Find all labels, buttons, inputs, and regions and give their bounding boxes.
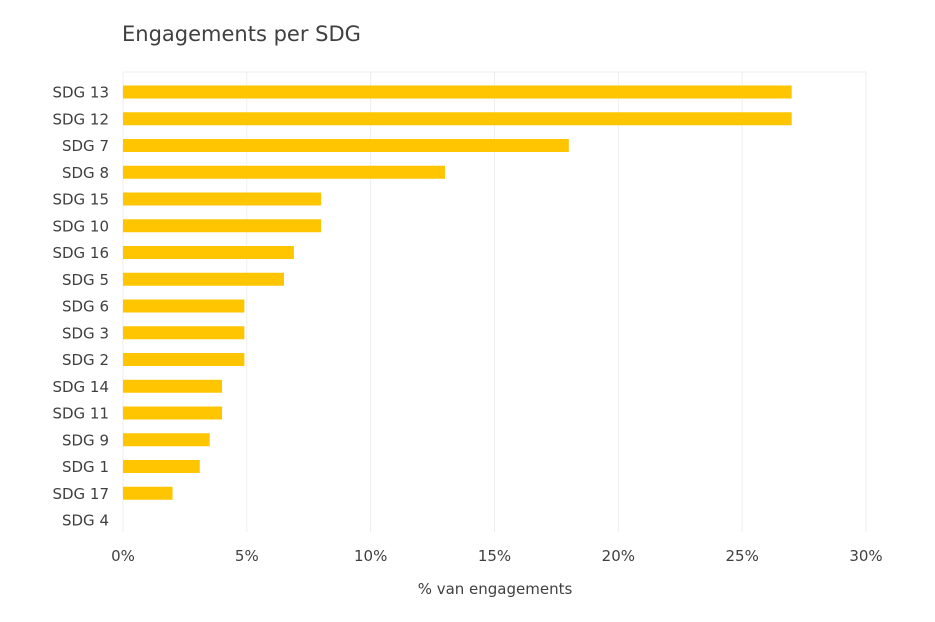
y-tick-label: SDG 9 bbox=[62, 431, 109, 449]
bar bbox=[123, 460, 200, 473]
chart-title: Engagements per SDG bbox=[122, 22, 361, 46]
bar bbox=[123, 406, 223, 420]
bar bbox=[123, 139, 569, 152]
y-tick-label: SDG 7 bbox=[62, 137, 109, 155]
bar bbox=[123, 112, 792, 126]
x-tick-label: 25% bbox=[725, 547, 758, 565]
bar bbox=[123, 299, 245, 313]
x-tick-label: 30% bbox=[849, 547, 882, 565]
y-tick-label: SDG 1 bbox=[62, 458, 109, 476]
bar bbox=[123, 433, 210, 447]
bar bbox=[123, 326, 245, 340]
y-tick-label: SDG 10 bbox=[52, 217, 109, 235]
y-tick-label: SDG 6 bbox=[62, 298, 109, 316]
y-tick-label: SDG 4 bbox=[62, 512, 109, 530]
y-tick-label: SDG 13 bbox=[52, 84, 109, 102]
x-tick-label: 5% bbox=[235, 547, 259, 565]
y-tick-label: SDG 15 bbox=[52, 191, 109, 209]
x-tick-label: 10% bbox=[354, 547, 387, 565]
y-tick-label: SDG 11 bbox=[52, 405, 109, 423]
bar bbox=[123, 246, 294, 259]
x-tick-label: 15% bbox=[478, 547, 511, 565]
bar bbox=[123, 219, 322, 233]
y-tick-label: SDG 16 bbox=[52, 244, 109, 262]
bar bbox=[123, 165, 445, 179]
y-tick-label: SDG 12 bbox=[52, 110, 109, 128]
y-tick-label: SDG 14 bbox=[52, 378, 109, 396]
x-axis-label: % van engagements bbox=[418, 580, 573, 598]
y-tick-label: SDG 2 bbox=[62, 351, 109, 369]
bar bbox=[123, 192, 322, 206]
y-tick-label: SDG 8 bbox=[62, 164, 109, 182]
x-tick-label: 20% bbox=[602, 547, 635, 565]
y-tick-label: SDG 17 bbox=[52, 485, 109, 503]
x-tick-label: 0% bbox=[111, 547, 135, 565]
bar bbox=[123, 272, 284, 286]
y-tick-label: SDG 5 bbox=[62, 271, 109, 289]
y-tick-label: SDG 3 bbox=[62, 324, 109, 342]
bar bbox=[123, 85, 792, 99]
bar bbox=[123, 353, 245, 366]
bar bbox=[123, 379, 223, 393]
bar bbox=[123, 486, 173, 500]
